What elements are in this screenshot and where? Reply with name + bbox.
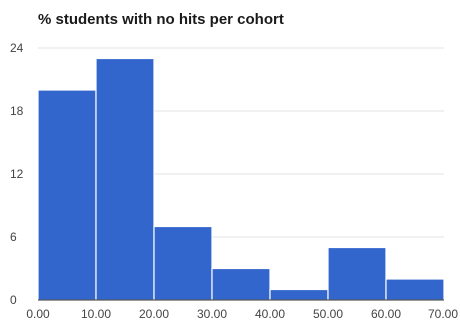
x-tick-label: 10.00 — [81, 307, 111, 321]
x-tick-label: 30.00 — [197, 307, 227, 321]
x-tick-label: 70.00 — [428, 307, 458, 321]
histogram-bar — [327, 246, 387, 301]
histogram-bar — [385, 278, 445, 301]
x-tick-label: 0.00 — [26, 307, 50, 321]
bars — [37, 57, 445, 301]
x-tick-label: 40.00 — [255, 307, 285, 321]
histogram-bar — [153, 225, 213, 301]
x-tick-label: 20.00 — [139, 307, 169, 321]
histogram-bar — [211, 267, 271, 301]
histogram-bar — [37, 89, 97, 301]
y-tick-label: 12 — [10, 167, 24, 181]
y-tick-label: 24 — [10, 41, 24, 55]
histogram-bar — [95, 57, 155, 301]
x-tick-label: 50.00 — [313, 307, 343, 321]
histogram-bar — [269, 288, 329, 301]
y-tick-label: 18 — [10, 104, 24, 118]
y-tick-label: 6 — [10, 230, 17, 244]
x-axis-tick-labels: 0.00 10.00 20.00 30.00 40.00 50.00 60.00 70.00 — [26, 307, 458, 321]
y-tick-label: 0 — [10, 293, 17, 307]
x-tick-label: 60.00 — [371, 307, 401, 321]
y-axis-tick-labels: 0 6 12 18 24 — [10, 41, 24, 307]
chart-title: % students with no hits per cohort — [38, 11, 284, 28]
